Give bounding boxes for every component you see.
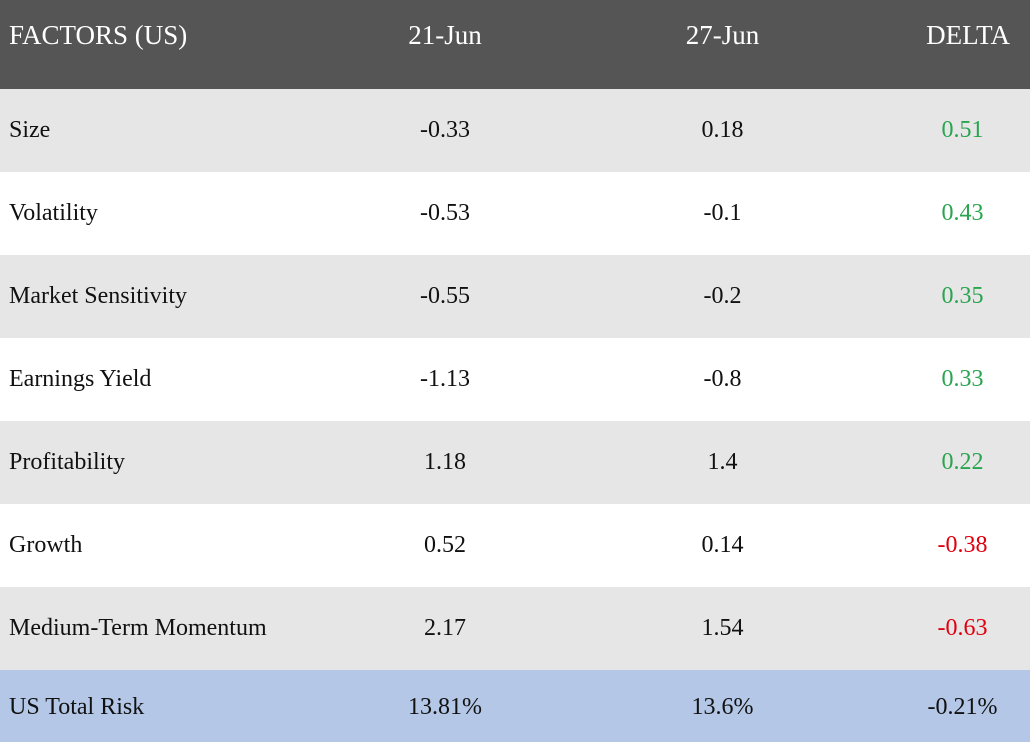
- total-date-2: 13.6%: [691, 694, 754, 720]
- value-date-2: 1.4: [707, 449, 738, 475]
- value-date-1: -0.55: [420, 283, 470, 309]
- table-row: Volatility -0.53 -0.1 0.43: [0, 172, 1030, 255]
- factor-name: Volatility: [9, 200, 98, 226]
- value-date-1: -1.13: [420, 366, 470, 392]
- factor-name: Size: [9, 117, 51, 143]
- value-date-2: -0.1: [703, 200, 742, 226]
- delta-value: 0.35: [941, 283, 984, 309]
- table-row: Growth 0.52 0.14 -0.38: [0, 504, 1030, 587]
- factor-name: Market Sensitivity: [9, 283, 187, 309]
- value-date-1: 2.17: [424, 615, 466, 641]
- factor-name: Profitability: [9, 449, 125, 475]
- header-date-1: 21-Jun: [408, 20, 482, 50]
- factor-name: Growth: [9, 532, 83, 558]
- total-label: US Total Risk: [9, 694, 145, 720]
- table-row: Market Sensitivity -0.55 -0.2 0.35: [0, 255, 1030, 338]
- total-row: US Total Risk 13.81% 13.6% -0.21%: [0, 670, 1030, 742]
- header-delta: DELTA: [926, 20, 1010, 50]
- delta-value: 0.43: [941, 200, 984, 226]
- table-row: Earnings Yield -1.13 -0.8 0.33: [0, 338, 1030, 421]
- table-header: FACTORS (US) 21-Jun 27-Jun DELTA: [0, 0, 1030, 89]
- value-date-2: 0.18: [701, 117, 744, 143]
- value-date-2: -0.8: [703, 366, 742, 392]
- value-date-2: -0.2: [703, 283, 742, 309]
- header-factors: FACTORS (US): [9, 20, 188, 50]
- table-row: Medium-Term Momentum 2.17 1.54 -0.63: [0, 587, 1030, 670]
- table-row: Profitability 1.18 1.4 0.22: [0, 421, 1030, 504]
- value-date-1: -0.33: [420, 117, 470, 143]
- value-date-1: 0.52: [424, 532, 466, 558]
- header-date-2: 27-Jun: [685, 20, 760, 50]
- delta-value: -0.38: [937, 532, 988, 558]
- value-date-2: 0.14: [701, 532, 744, 558]
- delta-value: -0.63: [937, 615, 988, 641]
- value-date-1: -0.53: [420, 200, 470, 226]
- total-delta: -0.21%: [927, 694, 998, 720]
- factor-name: Medium-Term Momentum: [9, 615, 267, 641]
- value-date-2: 1.54: [701, 615, 744, 641]
- total-date-1: 13.81%: [408, 694, 482, 720]
- table-row: Size -0.33 0.18 0.51: [0, 89, 1030, 172]
- value-date-1: 1.18: [424, 449, 466, 475]
- delta-value: 0.51: [941, 117, 984, 143]
- factor-name: Earnings Yield: [9, 366, 152, 392]
- delta-value: 0.22: [941, 449, 984, 475]
- delta-value: 0.33: [941, 366, 984, 392]
